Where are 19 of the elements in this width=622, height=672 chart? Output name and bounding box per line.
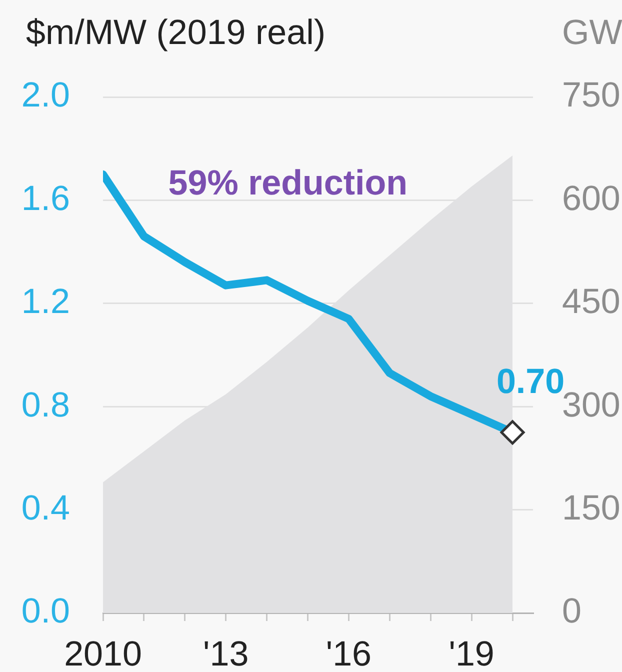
y-axis-title: $m/MW (2019 real) bbox=[26, 13, 326, 52]
annotation: 59% reduction bbox=[168, 163, 408, 202]
data-label: 0.70 bbox=[496, 362, 565, 402]
y2-tick-label: 150 bbox=[562, 488, 620, 528]
x-tick-label: '16 bbox=[326, 634, 372, 672]
y-tick-label: 0.0 bbox=[21, 592, 70, 631]
y-tick-label: 0.8 bbox=[21, 385, 70, 424]
y-tick-label: 0.4 bbox=[21, 488, 70, 528]
x-tick-label: 2010 bbox=[64, 634, 142, 672]
y2-tick-label: 0 bbox=[562, 592, 582, 631]
x-tick-label: '13 bbox=[203, 634, 249, 672]
y2-tick-label: 300 bbox=[562, 385, 620, 424]
y-tick-label: 1.2 bbox=[21, 282, 70, 322]
y2-tick-label: 750 bbox=[562, 76, 620, 115]
y-tick-label: 2.0 bbox=[21, 76, 70, 115]
y2-tick-label: 600 bbox=[562, 178, 620, 218]
y2-tick-label: 450 bbox=[562, 282, 620, 322]
x-tick-label: '19 bbox=[448, 634, 494, 672]
y-tick-label: 1.6 bbox=[21, 178, 70, 218]
